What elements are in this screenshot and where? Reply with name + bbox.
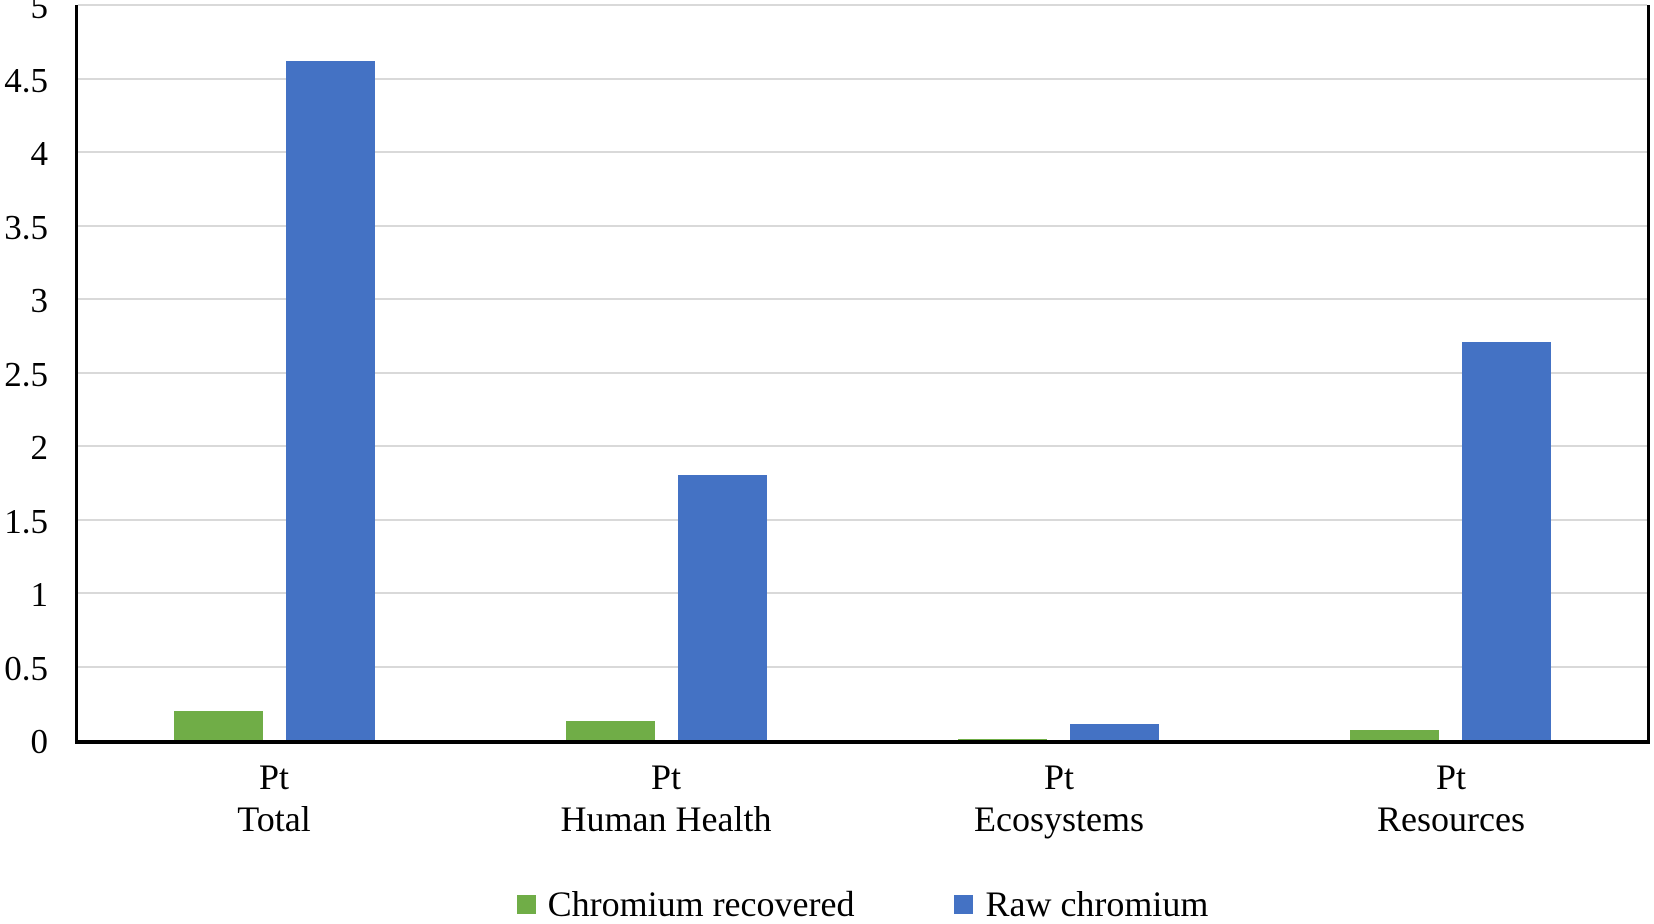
category-label-line: Human Health bbox=[560, 799, 772, 839]
category-label-line: Pt bbox=[1435, 757, 1467, 797]
category-label-human-health: Pt Human Health bbox=[470, 756, 862, 840]
y-tick-label-3.5: 3.5 bbox=[4, 207, 48, 247]
y-tick-label-2: 2 bbox=[30, 428, 49, 467]
category-label-line: Total bbox=[237, 799, 311, 839]
legend-item-raw-chromium: Raw chromium bbox=[954, 884, 1208, 924]
y-tick-label-4: 4 bbox=[30, 134, 49, 173]
y-tick-label-0: 0 bbox=[30, 722, 49, 761]
category-label-ecosystems: Pt Ecosystems bbox=[863, 756, 1255, 840]
category-label-resources: Pt Resources bbox=[1255, 756, 1647, 840]
y-tick-label-3: 3 bbox=[30, 281, 49, 320]
gridline-5 bbox=[78, 4, 1647, 6]
bar-chromium-recovered-pt-total bbox=[173, 710, 263, 740]
y-tick-label-4.5: 4.5 bbox=[4, 60, 48, 100]
legend-label: Chromium recovered bbox=[547, 884, 855, 924]
y-tick-label-1.5: 1.5 bbox=[4, 501, 48, 541]
legend-swatch-chromium-recovered bbox=[516, 894, 536, 914]
bar-raw-chromium-pt-human-health bbox=[677, 475, 767, 740]
plot-area bbox=[75, 4, 1650, 744]
y-axis: 0 0.5 1 1.5 2 2.5 3 3.5 4 4.5 5 bbox=[0, 0, 48, 924]
category-label-line: Pt bbox=[258, 757, 290, 797]
x-axis: Pt Total Pt Human Health Pt Ecosystems Pt Resou… bbox=[0, 756, 1654, 852]
bar-chromium-recovered-pt-resources bbox=[1350, 729, 1440, 740]
gridline-3.5 bbox=[78, 224, 1647, 227]
legend-label: Raw chromium bbox=[985, 884, 1209, 924]
bar-chromium-recovered-pt-human-health bbox=[565, 720, 655, 740]
bar-raw-chromium-pt-total bbox=[285, 60, 375, 740]
plot-inner bbox=[78, 4, 1647, 740]
gridline-4 bbox=[78, 151, 1647, 153]
category-label-line: Resources bbox=[1377, 799, 1525, 839]
y-tick-label-5: 5 bbox=[30, 0, 49, 26]
bar-chromium-recovered-pt-ecosystems bbox=[958, 739, 1048, 740]
legend-swatch-raw-chromium bbox=[954, 894, 974, 914]
gridline-4.5 bbox=[78, 77, 1647, 80]
gridline-3 bbox=[78, 298, 1647, 300]
gridline-0.5 bbox=[78, 665, 1647, 668]
y-tick-label-0.5: 0.5 bbox=[4, 648, 48, 688]
category-label-line: Ecosystems bbox=[974, 799, 1144, 839]
category-label-total: Pt Total bbox=[78, 756, 470, 840]
gridline-1.5 bbox=[78, 518, 1647, 521]
gridline-2 bbox=[78, 445, 1647, 447]
category-label-line: Pt bbox=[1043, 757, 1075, 797]
bar-raw-chromium-pt-ecosystems bbox=[1070, 723, 1160, 740]
gridline-2.5 bbox=[78, 371, 1647, 374]
bar-raw-chromium-pt-resources bbox=[1462, 341, 1552, 740]
y-tick-label-2.5: 2.5 bbox=[4, 354, 48, 394]
category-label-line: Pt bbox=[650, 757, 682, 797]
gridline-1 bbox=[78, 592, 1647, 594]
legend: Chromium recovered Raw chromium bbox=[75, 884, 1650, 924]
legend-item-chromium-recovered: Chromium recovered bbox=[516, 884, 855, 924]
y-tick-label-1: 1 bbox=[30, 575, 49, 614]
